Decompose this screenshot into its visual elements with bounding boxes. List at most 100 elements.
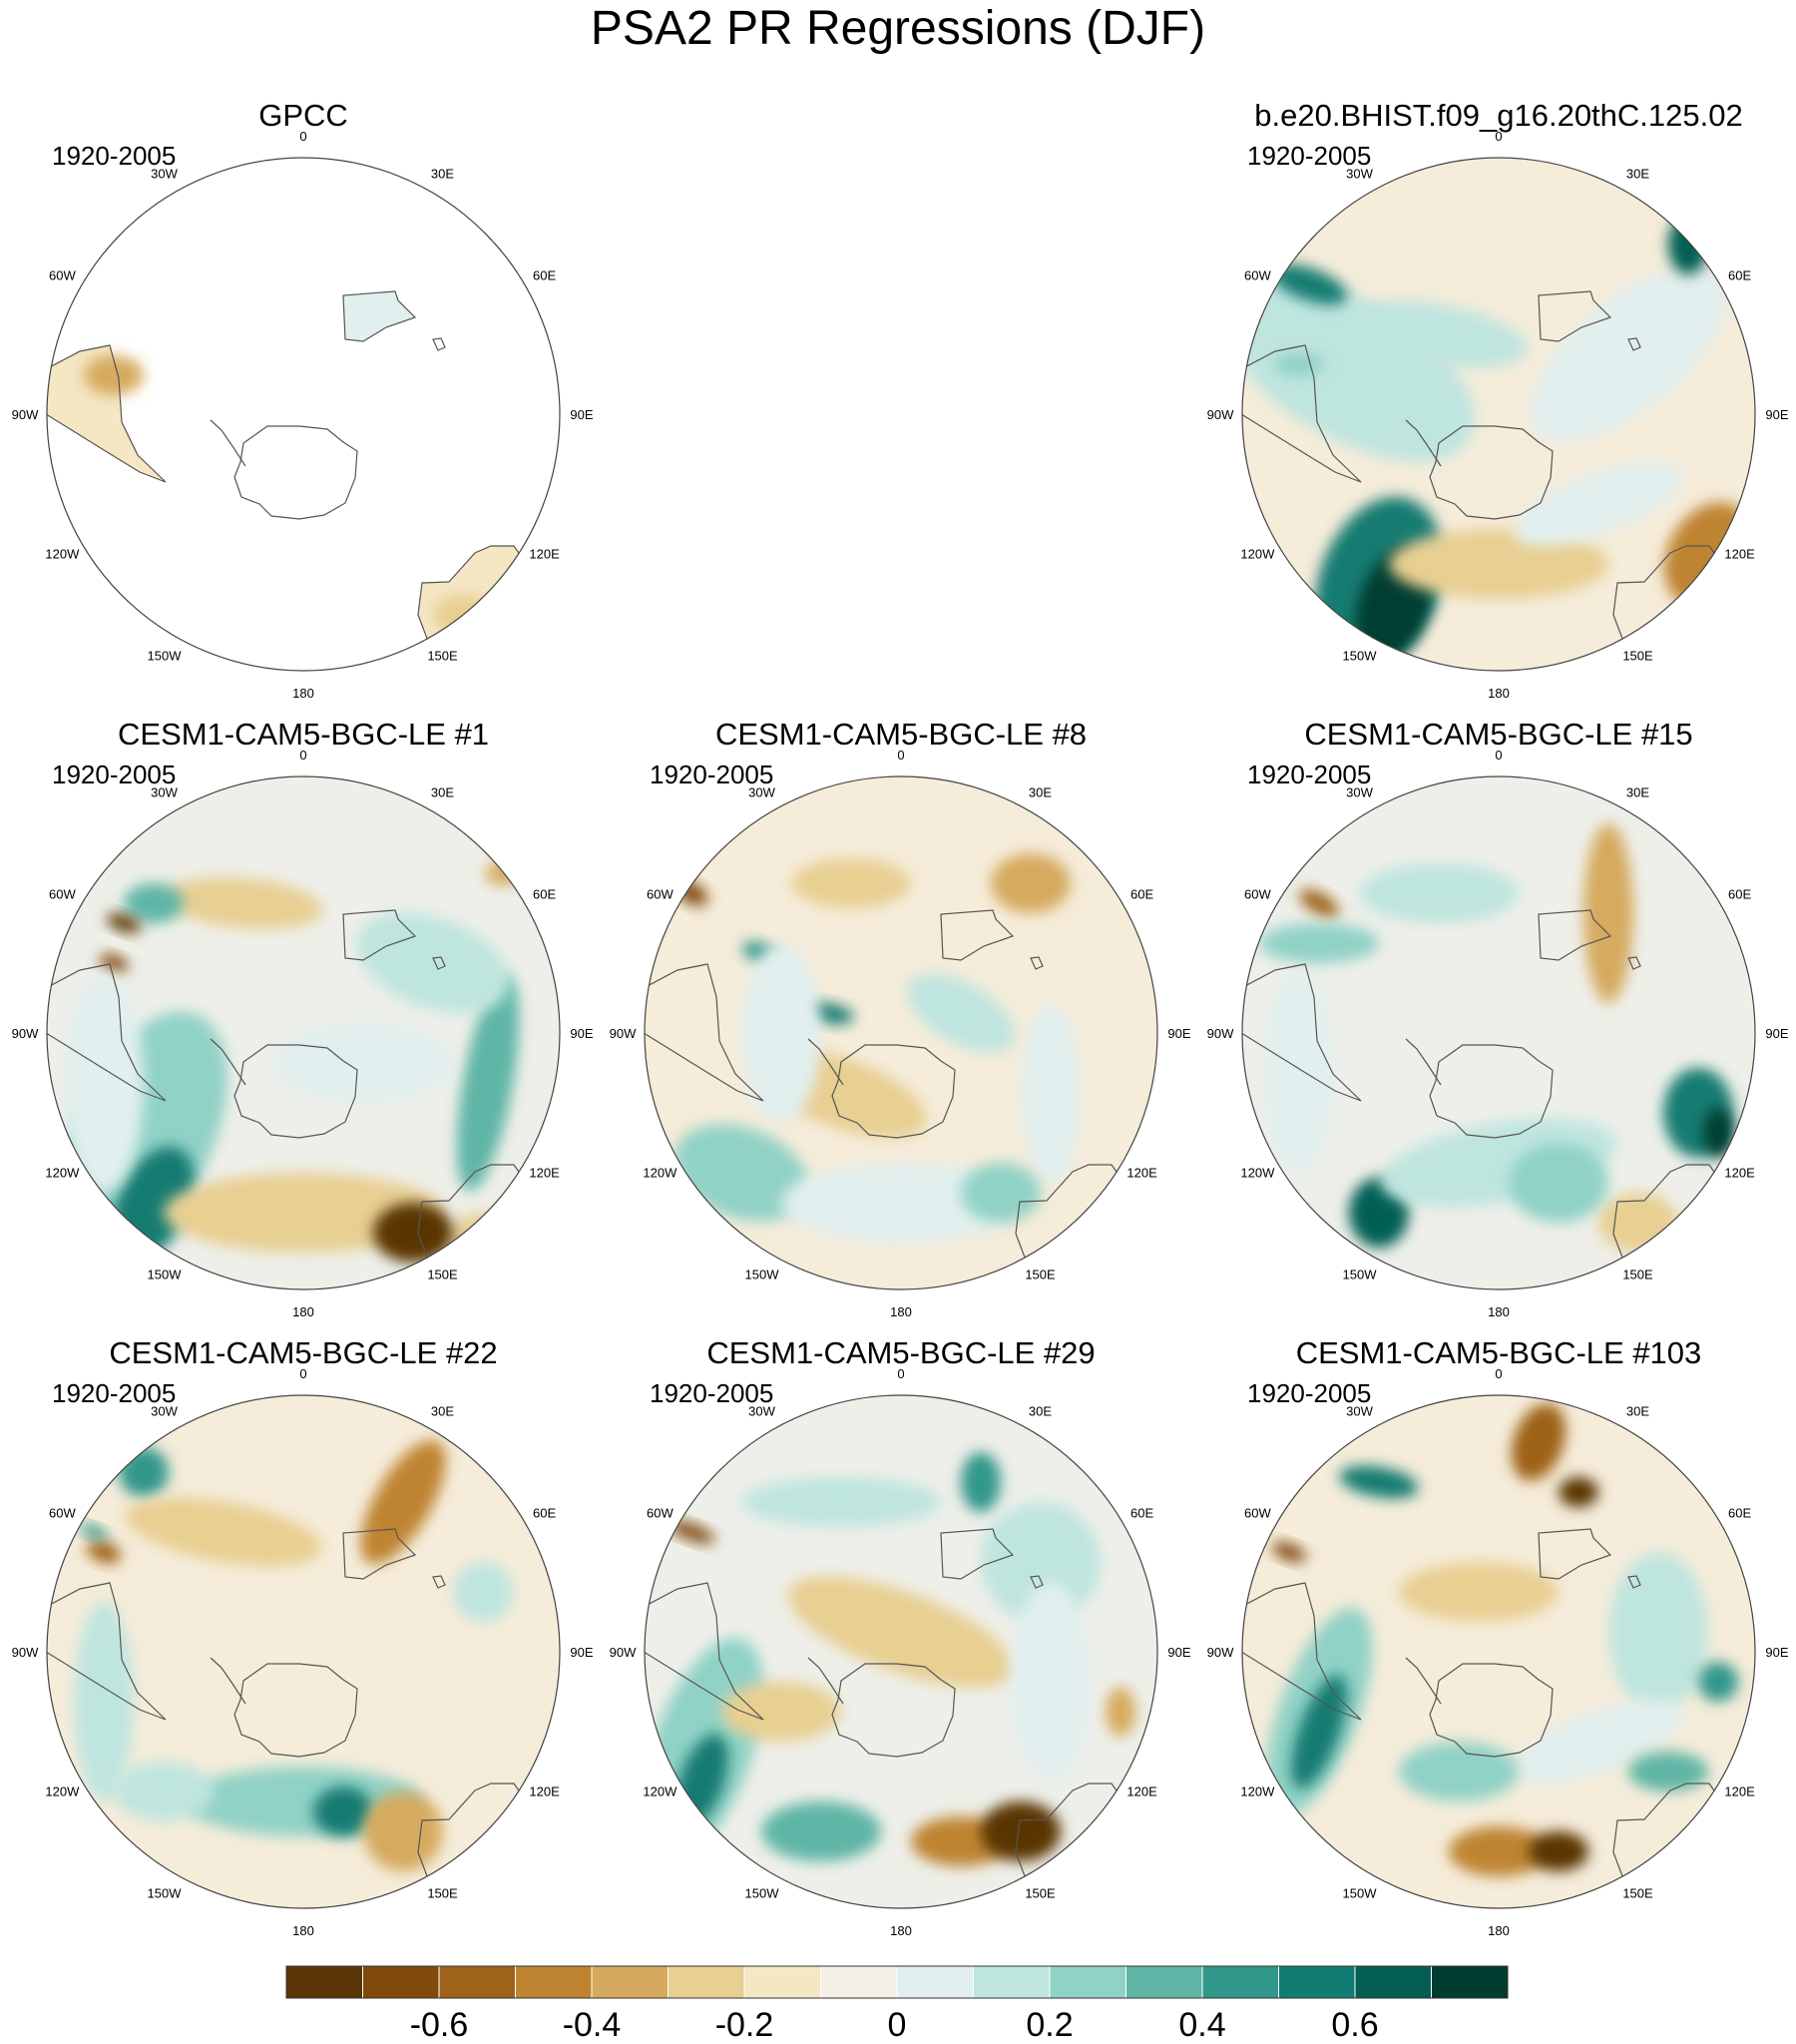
anomaly-blob	[1011, 1582, 1091, 1782]
coastline	[233, 1663, 358, 1758]
coastline	[1242, 344, 1362, 483]
coastline	[210, 419, 246, 467]
map-panel-le15: CESM1-CAM5-BGC-LE #15 1920-2005 0 30E 60E 9…	[1207, 715, 1789, 1319]
map-panel-le22: CESM1-CAM5-BGC-LE #22 1920-2005 0 30E 60E 9…	[12, 1333, 594, 1938]
longitude-label: 30W	[748, 784, 775, 799]
anomaly-blob	[1559, 1477, 1598, 1507]
coastline	[831, 1044, 956, 1139]
longitude-label: 180	[292, 686, 314, 701]
colorbar-swatch	[515, 1965, 593, 1999]
anomaly-blob	[456, 974, 520, 1192]
longitude-label: 120E	[1724, 547, 1755, 562]
longitude-label: 180	[292, 1304, 314, 1319]
anomaly-blob	[761, 1801, 881, 1861]
longitude-label: 60E	[1728, 268, 1751, 283]
coastline	[1030, 1575, 1044, 1589]
longitude-label: 30E	[431, 1403, 454, 1418]
coastline	[342, 909, 417, 961]
map-boundary	[1241, 1394, 1756, 1909]
contour-field	[47, 158, 560, 671]
panel-title: CESM1-CAM5-BGC-LE #29	[706, 1335, 1096, 1370]
longitude-label: 30E	[1029, 1403, 1052, 1418]
longitude-label: 30E	[431, 166, 454, 181]
anomaly-blob	[1399, 1562, 1559, 1622]
anomaly-blob	[781, 1163, 1021, 1243]
longitude-label: 120E	[529, 1166, 560, 1181]
anomaly-blob	[84, 355, 144, 395]
map-boundary	[644, 1394, 1158, 1909]
contour-field	[47, 776, 560, 1289]
longitude-label: 90E	[570, 1645, 593, 1660]
anomaly-blob	[79, 1524, 109, 1540]
panel-period: 1920-2005	[1247, 1378, 1372, 1408]
coastline	[342, 1528, 417, 1580]
anomaly-blob	[106, 913, 142, 933]
coastlines	[645, 909, 1131, 1284]
longitude-label: 90E	[1765, 407, 1788, 422]
longitude-label: 0	[897, 1366, 904, 1381]
coastline	[1429, 1044, 1554, 1139]
longitude-label: 0	[1495, 748, 1502, 763]
coastline	[1538, 290, 1612, 342]
coastline	[1538, 909, 1612, 961]
anomaly-blob	[1359, 863, 1519, 923]
longitude-label: 90W	[12, 407, 39, 422]
longitude-label: 120E	[1126, 1166, 1157, 1181]
anomaly-blob	[360, 1439, 446, 1565]
longitude-label: 30E	[1626, 784, 1649, 799]
longitude-label: 30E	[1626, 1403, 1649, 1418]
colorbar-frame	[285, 1965, 1509, 1999]
longitude-label: 90W	[1207, 1026, 1234, 1041]
colorbar-tick-label: 0.4	[1178, 2006, 1225, 2044]
longitude-label: 0	[897, 748, 904, 763]
longitude-label: 120W	[643, 1166, 677, 1181]
anomaly-blob	[1583, 823, 1633, 1003]
anomaly-blob	[485, 861, 521, 885]
anomaly-blob	[961, 1163, 1041, 1223]
anomaly-blob	[1511, 1403, 1567, 1481]
longitude-label: 90W	[610, 1645, 637, 1660]
longitude-label: 150E	[1622, 1886, 1653, 1901]
colorbar-swatch	[285, 1965, 363, 1999]
longitude-label: 120W	[1240, 1166, 1275, 1181]
coastline	[1405, 1657, 1442, 1705]
colorbar-swatch	[438, 1965, 516, 1999]
anomaly-blob	[373, 1203, 453, 1263]
anomaly-blob	[86, 1540, 122, 1564]
anomaly-blob	[1350, 300, 1528, 368]
land-fill	[343, 291, 415, 341]
polar-map: 0 30E 60E 90E 120E 150E 180 150W 120W 90W 60W 30W	[610, 748, 1191, 1319]
longitude-label: 120W	[45, 1785, 80, 1799]
longitude-label: 150E	[1622, 1268, 1653, 1282]
map-background	[47, 158, 560, 671]
anomaly-blob	[1529, 1831, 1588, 1871]
contour-field	[47, 1395, 560, 1908]
anomaly-blob	[668, 1520, 715, 1544]
longitude-label: 120E	[529, 547, 560, 562]
colorbar-tick-label: -0.4	[563, 2006, 622, 2044]
longitude-label: 30W	[1346, 784, 1373, 799]
longitude-label: 30W	[151, 1403, 178, 1418]
longitude-label: 150W	[1343, 649, 1378, 664]
coastline	[1627, 337, 1641, 351]
longitude-label: 90W	[1207, 1645, 1234, 1660]
anomaly-blob	[1598, 1193, 1678, 1253]
map-panel-b20: b.e20.BHIST.f09_g16.20thC.125.02 1920-20…	[1207, 96, 1789, 701]
longitude-label: 60E	[533, 887, 556, 902]
longitude-label: 60W	[647, 1506, 674, 1521]
longitude-label: 150W	[148, 1268, 183, 1282]
coastline	[831, 1663, 956, 1758]
anomaly-blob	[1399, 1742, 1519, 1801]
anomaly-blob	[74, 1602, 134, 1801]
coastline	[1405, 419, 1442, 467]
contour-field	[1242, 1395, 1755, 1908]
anomaly-blob	[1271, 1542, 1307, 1562]
polar-map: 0 30E 60E 90E 120E 150E 180 150W 120W 90W 60W 30W	[12, 748, 594, 1319]
anomaly-blob	[1271, 263, 1347, 305]
longitude-label: 150W	[1343, 1268, 1378, 1282]
colorbar-tick-label: -0.6	[410, 2006, 469, 2044]
panel-title: CESM1-CAM5-BGC-LE #1	[117, 717, 490, 752]
contour-field	[1242, 158, 1755, 671]
anomaly-blob	[125, 1497, 322, 1567]
anomaly-blob	[1513, 1700, 1684, 1784]
